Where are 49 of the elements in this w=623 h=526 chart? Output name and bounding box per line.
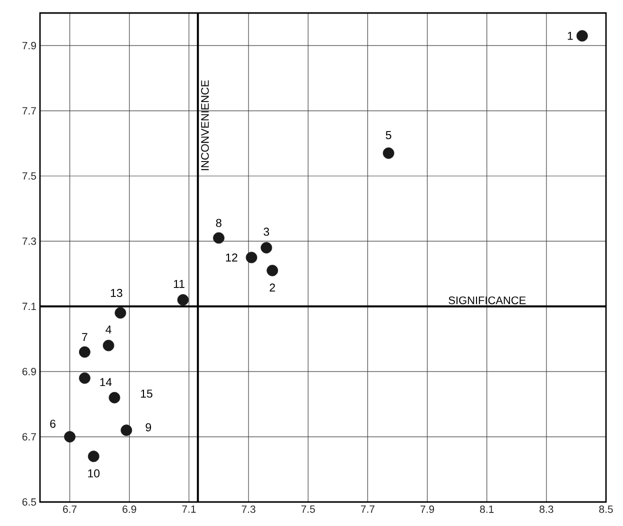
annotation: 3 [264,228,270,236]
annotation: 14 [100,378,112,386]
annotation: 4 [106,326,112,334]
point [266,264,278,276]
annotation: 8 [216,218,222,227]
annotation: 12 [226,253,238,262]
ref-line-label: INCONVENIENCE [201,80,209,170]
y-tick-label: 7.3 [22,238,36,245]
annotation: 10 [88,469,100,478]
point [177,294,189,306]
point [114,307,126,319]
y-tick-label: 7.1 [22,302,36,310]
point [576,30,588,42]
annotation: 11 [174,280,184,288]
point [120,424,132,436]
annotation: 6 [50,420,56,428]
annotation: 2 [270,284,275,292]
y-tick-label: 6.7 [22,433,36,441]
point [78,372,90,384]
annotation: 9 [146,423,152,432]
annotation: 7 [82,333,88,341]
y-tick-label: 6.5 [22,498,36,506]
point [88,450,100,462]
x-tick-label: 7.1 [182,506,196,513]
x-tick-label: 7.5 [301,506,315,513]
y-tick-label: 6.9 [22,368,36,376]
x-tick-label: 6.7 [63,506,77,513]
annotation: 13 [110,288,122,297]
x-tick-label: 8.5 [599,506,613,513]
y-tick-label: 7.9 [22,42,36,50]
annotation: 15 [140,390,152,398]
y-tick-label: 7.7 [22,107,36,114]
annotation: 5 [386,131,392,140]
point [260,242,272,254]
x-tick-label: 8.1 [480,506,494,513]
x-tick-label: 8.3 [540,506,554,513]
point [64,431,76,442]
x-tick-label: 7.9 [420,506,434,513]
point [102,340,114,352]
point [213,232,224,244]
y-tick-label: 7.5 [22,172,36,180]
point [246,252,258,264]
x-tick-label: 7.7 [360,506,374,513]
x-tick-label: 7.3 [242,506,256,513]
point [382,147,394,159]
point [108,392,120,404]
x-tick-label: 6.9 [122,506,136,513]
annotation: 1 [568,32,573,40]
point [78,346,90,358]
